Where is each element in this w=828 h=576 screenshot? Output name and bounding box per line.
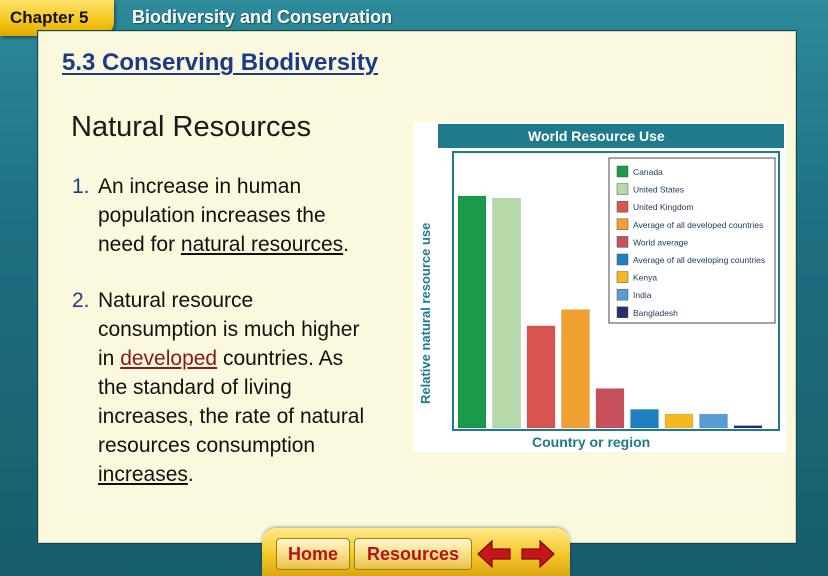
bullet-text: consumption is much higher [98,318,360,341]
chart-title: World Resource Use [528,128,665,144]
bullet-text: An increase in human [98,175,302,198]
legend-label-7: Kenya [633,273,657,283]
legend-box [608,157,776,324]
bullet-text: population increases the [98,204,326,227]
bullet-line: the standard of living [98,373,292,402]
resources-button[interactable]: Resources [354,538,472,570]
bar-7 [664,413,694,429]
legend-swatch-6 [616,253,629,266]
x-axis-label: Country or region [532,434,650,450]
legend-swatch-8 [616,288,629,301]
legend-swatch-9 [616,306,629,319]
bullet-line: increases. [98,460,194,489]
legend-label-8: India [633,290,652,300]
legend-swatch-3 [616,200,629,213]
bullet-number: 1. [72,175,90,198]
bar-9 [733,425,763,429]
arrow-right-icon[interactable] [520,538,556,570]
bar-1 [457,195,487,429]
legend-label-2: United States [633,185,684,195]
bullet-line: in developed countries. As [98,344,343,373]
y-axis-label: Relative natural resource use [418,223,433,404]
bullet-line: need for natural resources. [98,230,349,259]
chapter-label: Chapter 5 [10,8,89,27]
bullet-text: in [98,347,121,370]
legend-label-3: United Kingdom [633,202,693,212]
vocabulary-link[interactable]: developed [120,347,218,370]
bullet-line: Natural resource [98,286,253,315]
legend-label-5: World average [633,237,688,247]
bullet-text: resources consumption [98,434,316,457]
legend-label-6: Average of all developing countries [633,255,765,265]
bullet-line: resources consumption [98,431,315,460]
bullet-text: countries. As [217,347,344,370]
bar-8 [699,413,728,429]
bar-4 [561,309,590,429]
chart-title-bar [438,124,784,148]
legend-label-9: Bangladesh [633,308,678,318]
legend-swatch-5 [616,236,629,248]
bullet-line: An increase in human [98,172,301,201]
bullet-text: increases, the rate of natural [98,405,365,428]
bullet-text: Natural resource [98,289,254,312]
vocabulary-link[interactable]: increases [98,463,188,486]
bullet-line: consumption is much higher [98,315,359,344]
bullet-text: need for [98,233,181,256]
legend-swatch-7 [616,271,629,283]
home-button[interactable]: Home [276,538,350,570]
section-title: 5.3 Conserving Biodiversity [62,49,379,76]
legend-label-1: Canada [633,167,663,177]
bullet-text: the standard of living [98,376,292,399]
world-resource-use-chart: World Resource Use Relative natural resou… [413,122,786,452]
bullet-line: increases, the rate of natural [98,402,364,431]
legend-swatch-2 [616,183,629,195]
arrow-left-icon[interactable] [476,538,512,570]
bullet-number: 2. [72,289,90,312]
slide-heading: Natural Resources [71,111,312,143]
header-title: Biodiversity and Conservation [132,7,393,27]
vocabulary-link[interactable]: natural resources [180,233,344,256]
bullet-text: . [343,233,349,256]
chart-svg: World Resource Use Relative natural resou… [418,124,784,450]
bar-6 [630,409,659,429]
bar-3 [526,325,556,429]
bar-2 [492,198,521,429]
bullet-line: population increases the [98,201,326,230]
footer-nav: Home Resources [262,528,570,576]
legend-label-4: Average of all developed countries [633,220,763,230]
bullet-text: . [187,463,194,486]
legend-swatch-4 [616,218,629,231]
legend-swatch-1 [616,165,629,178]
bar-5 [595,388,625,429]
